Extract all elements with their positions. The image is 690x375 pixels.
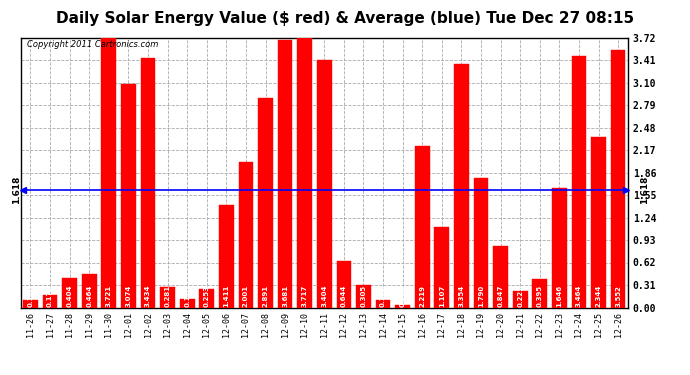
Text: 1.646: 1.646 xyxy=(556,285,562,307)
Text: 2.001: 2.001 xyxy=(243,285,249,307)
Text: 3.552: 3.552 xyxy=(615,285,621,307)
Bar xyxy=(278,40,293,308)
Text: 1.790: 1.790 xyxy=(478,285,484,307)
Text: 1.618: 1.618 xyxy=(640,176,649,204)
Text: 3.404: 3.404 xyxy=(322,284,327,307)
Text: 0.847: 0.847 xyxy=(497,284,504,307)
Text: 3.717: 3.717 xyxy=(302,285,308,307)
Text: 0.281: 0.281 xyxy=(165,285,170,307)
Bar xyxy=(415,147,430,308)
Text: 3.074: 3.074 xyxy=(126,284,131,307)
Text: 2.219: 2.219 xyxy=(420,285,425,307)
Bar xyxy=(239,162,253,308)
Text: 0.123: 0.123 xyxy=(184,285,190,307)
Text: 0.038: 0.038 xyxy=(400,285,406,307)
Bar xyxy=(297,38,312,308)
Bar xyxy=(356,285,371,308)
Text: Daily Solar Energy Value ($ red) & Average (blue) Tue Dec 27 08:15: Daily Solar Energy Value ($ red) & Avera… xyxy=(56,11,634,26)
Text: 0.179: 0.179 xyxy=(47,285,53,307)
Text: 0.305: 0.305 xyxy=(360,285,366,307)
Text: 2.344: 2.344 xyxy=(595,284,602,307)
Bar xyxy=(454,64,469,308)
Text: 0.253: 0.253 xyxy=(204,285,210,307)
Bar xyxy=(376,300,391,307)
Bar xyxy=(43,294,57,307)
Text: 0.110: 0.110 xyxy=(28,285,34,307)
Text: 1.107: 1.107 xyxy=(439,285,445,307)
Bar xyxy=(337,261,351,308)
Bar xyxy=(101,38,116,308)
Bar xyxy=(493,246,508,308)
Bar xyxy=(591,137,606,308)
Bar xyxy=(160,287,175,308)
Text: 0.464: 0.464 xyxy=(86,284,92,307)
Bar xyxy=(513,291,528,308)
Text: Copyright 2011 Cartronics.com: Copyright 2011 Cartronics.com xyxy=(27,40,158,49)
Text: 0.221: 0.221 xyxy=(518,285,523,307)
Bar xyxy=(199,289,214,308)
Bar xyxy=(571,56,586,308)
Bar xyxy=(395,305,410,308)
Text: 3.354: 3.354 xyxy=(458,285,464,307)
Text: 0.644: 0.644 xyxy=(341,284,347,307)
Bar xyxy=(121,84,136,308)
Text: 1.411: 1.411 xyxy=(224,284,229,307)
Bar xyxy=(611,50,625,308)
Text: 3.721: 3.721 xyxy=(106,285,112,307)
Bar xyxy=(23,300,38,307)
Text: 0.404: 0.404 xyxy=(67,284,72,307)
Text: 2.891: 2.891 xyxy=(262,285,268,307)
Bar xyxy=(258,98,273,308)
Text: 3.434: 3.434 xyxy=(145,284,151,307)
Text: 3.681: 3.681 xyxy=(282,285,288,307)
Bar xyxy=(435,227,449,308)
Bar xyxy=(62,278,77,308)
Bar xyxy=(82,274,97,308)
Bar xyxy=(219,205,234,308)
Bar xyxy=(180,298,195,307)
Text: 0.109: 0.109 xyxy=(380,285,386,307)
Text: 3.464: 3.464 xyxy=(576,284,582,307)
Bar xyxy=(317,60,332,308)
Bar xyxy=(473,178,489,308)
Bar xyxy=(552,188,566,308)
Text: 0.395: 0.395 xyxy=(537,285,543,307)
Bar xyxy=(141,58,155,308)
Text: 1.618: 1.618 xyxy=(12,176,21,204)
Bar xyxy=(533,279,547,308)
